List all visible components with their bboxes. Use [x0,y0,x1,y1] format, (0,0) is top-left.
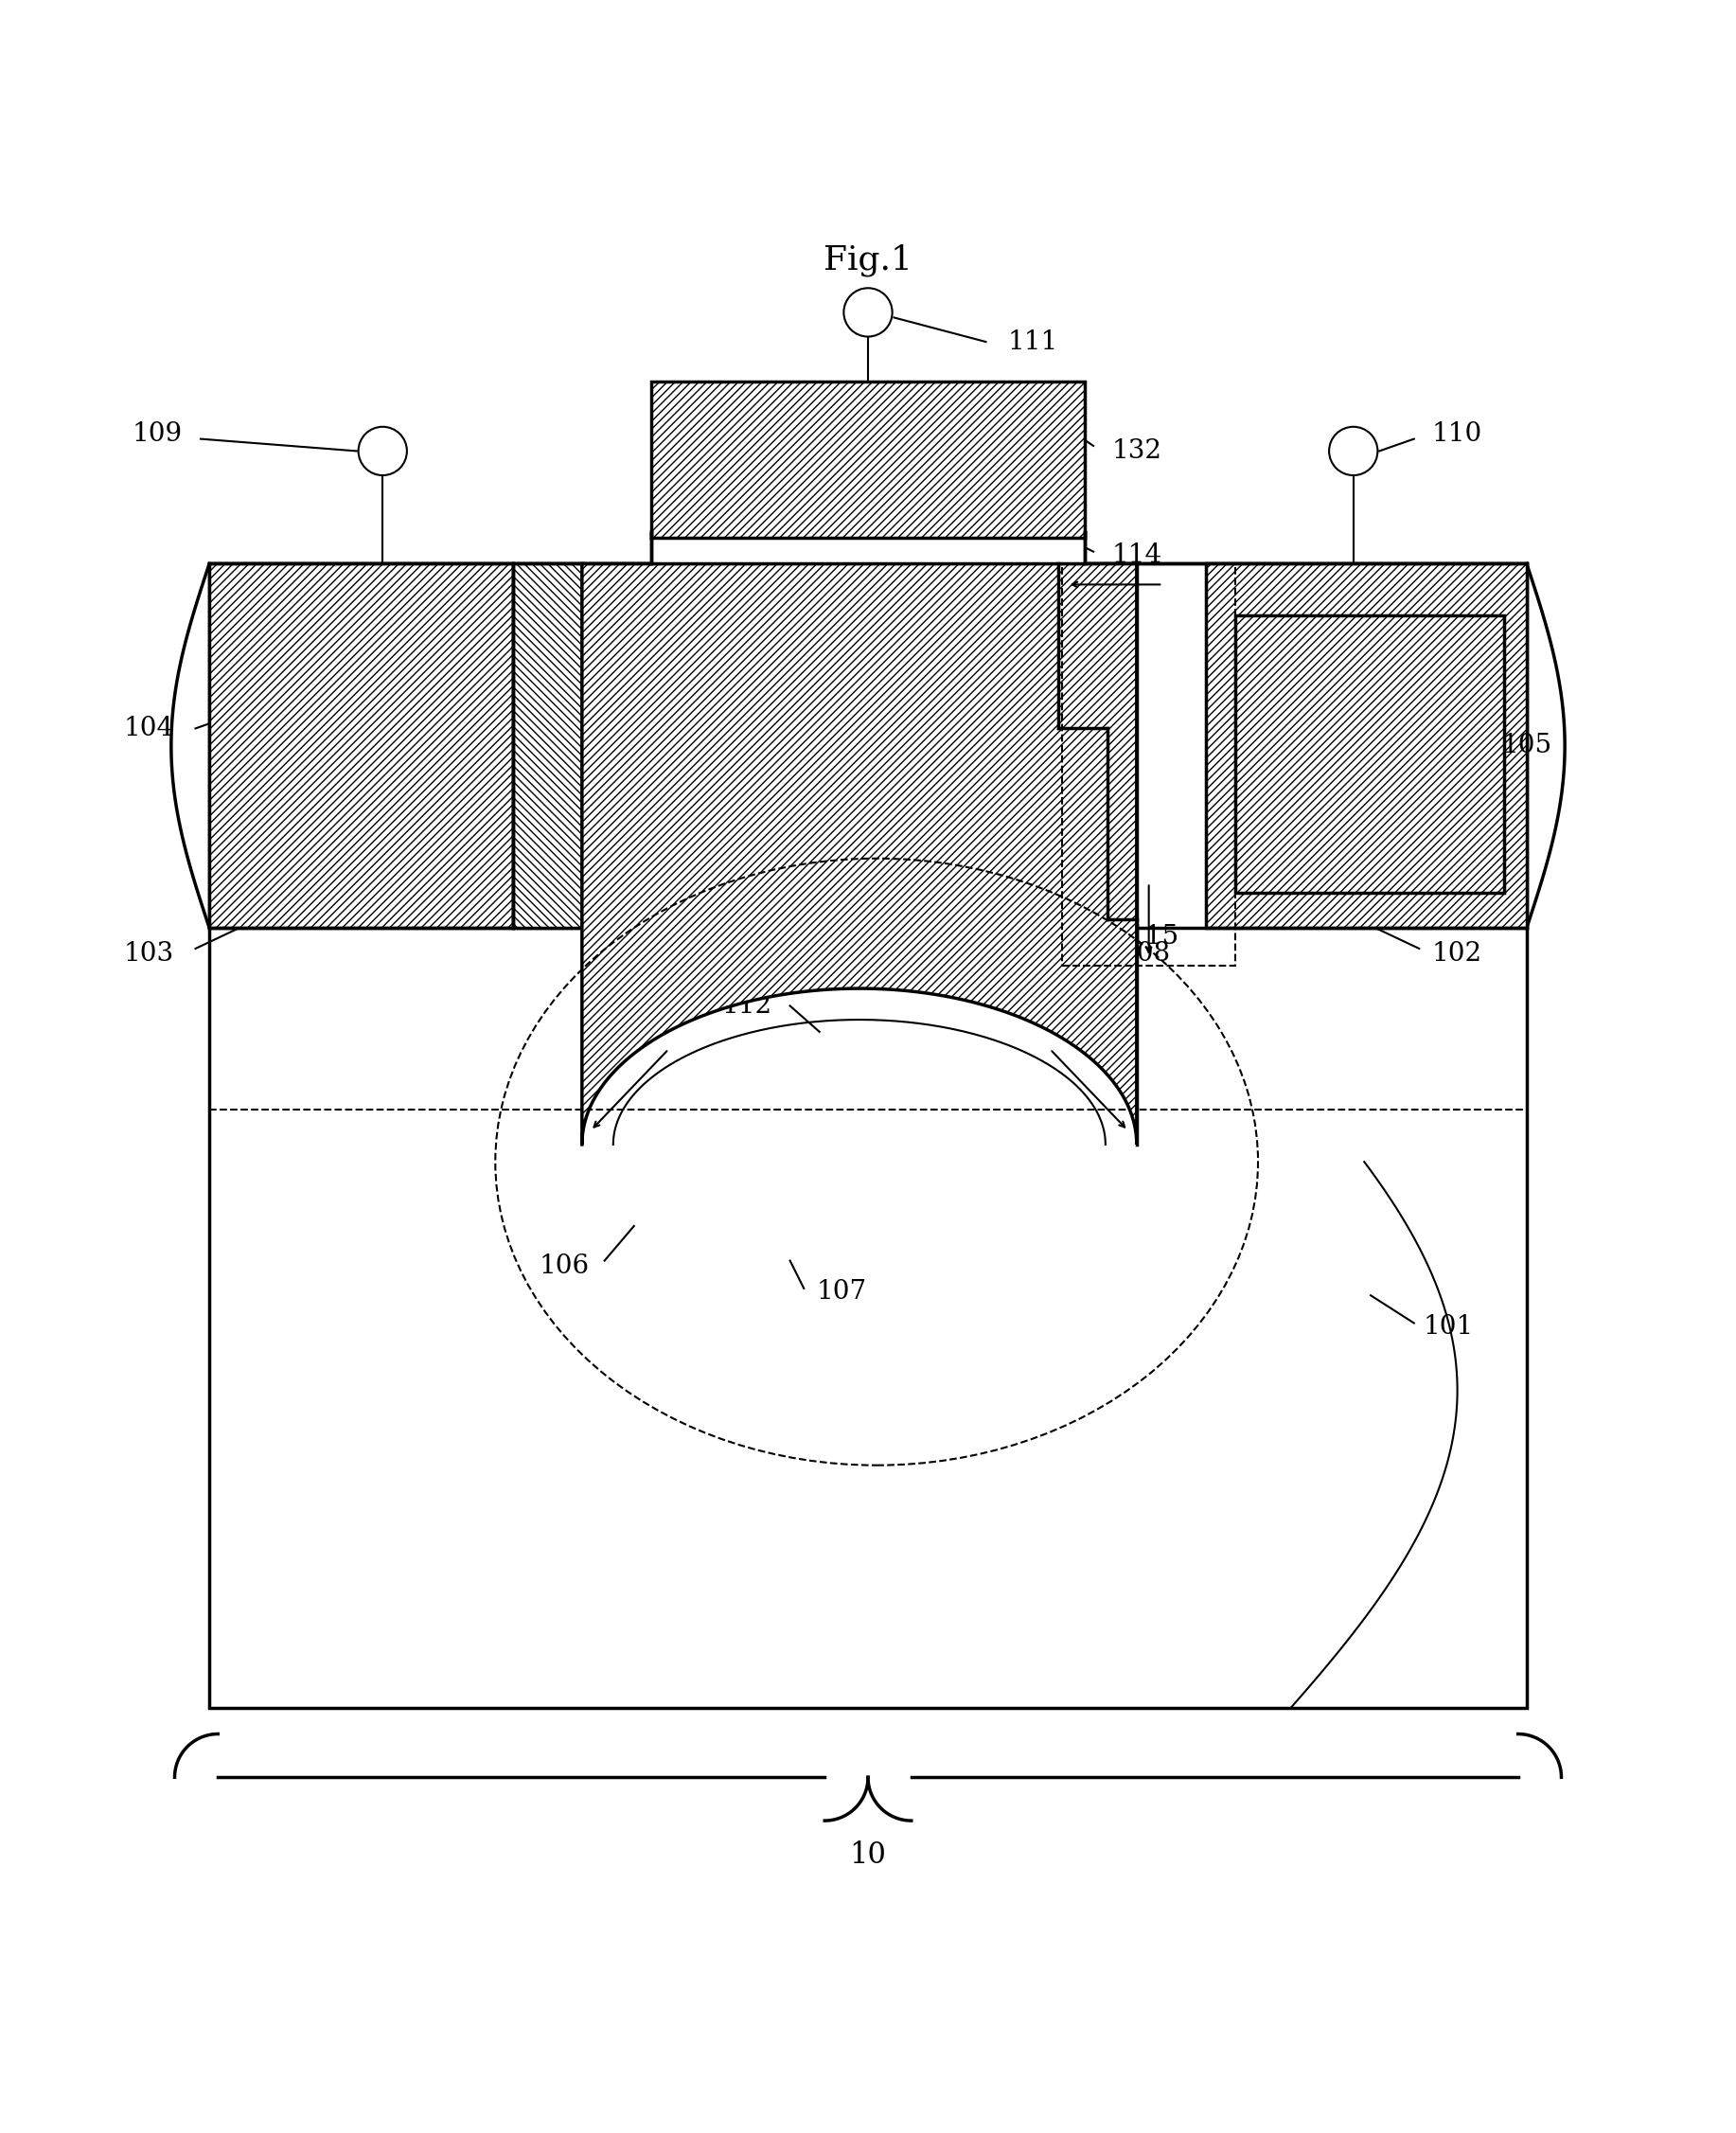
Text: 102: 102 [1432,941,1483,966]
Bar [651,382,1085,538]
Text: 115: 115 [1128,924,1179,949]
Text: 101: 101 [1424,1314,1474,1340]
Bar [1207,563,1526,928]
Text: 107: 107 [818,1280,868,1305]
Text: 113: 113 [1293,802,1344,828]
Bar [1062,563,1236,966]
Text: 109: 109 [132,420,182,446]
Text: 104: 104 [123,717,174,740]
Text: 132: 132 [1111,437,1161,463]
Bar [210,563,512,928]
Text: 105: 105 [1502,734,1552,759]
Text: 10: 10 [849,1841,887,1871]
Polygon shape [582,563,1137,1145]
Text: 108: 108 [1120,941,1170,966]
Text: Fig.1: Fig.1 [823,243,913,277]
Bar [1236,616,1503,894]
Bar [210,563,1526,1709]
Text: 111: 111 [1007,328,1057,354]
Bar [512,563,582,928]
Text: 116: 116 [731,742,781,768]
Text: 112: 112 [722,994,773,1020]
Text: 114: 114 [1111,542,1161,567]
Text: 103: 103 [123,941,174,966]
Text: 106: 106 [540,1252,590,1278]
Bar [651,533,1085,563]
Text: 110: 110 [1432,420,1483,446]
